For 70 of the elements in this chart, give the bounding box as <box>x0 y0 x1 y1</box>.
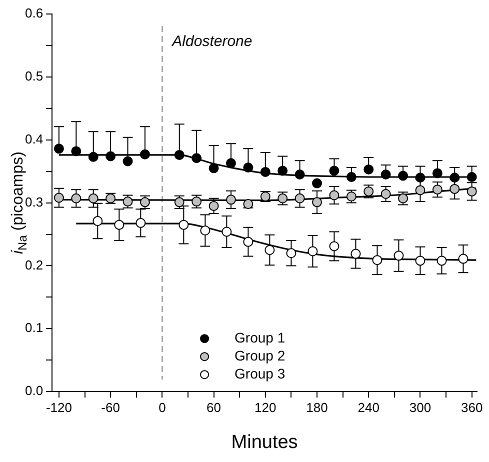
y-tick-label: 0.2 <box>24 257 44 272</box>
ref-line-label: Aldosterone <box>171 33 252 50</box>
x-tick-label: 120 <box>254 400 276 415</box>
point <box>394 250 404 261</box>
y-tick-label: 0.5 <box>24 68 44 84</box>
point <box>243 162 254 173</box>
point <box>174 150 184 160</box>
point <box>346 172 356 182</box>
point <box>278 166 288 176</box>
point <box>450 172 460 183</box>
point <box>294 169 305 180</box>
point <box>466 186 477 196</box>
point <box>329 241 340 252</box>
point <box>200 225 210 236</box>
point <box>329 190 340 200</box>
point <box>436 256 447 266</box>
point <box>415 172 426 183</box>
x-tick-label: 180 <box>306 400 328 415</box>
x-tick-label: -60 <box>101 400 120 415</box>
legend-label: Group 1 <box>234 329 286 346</box>
legend-label: Group 2 <box>234 347 286 364</box>
point <box>264 245 275 255</box>
point <box>286 248 296 258</box>
point <box>243 236 254 247</box>
point <box>208 163 219 174</box>
point <box>71 146 82 156</box>
point <box>136 218 146 228</box>
y-tick-label: 0.4 <box>24 131 44 146</box>
point <box>178 220 189 230</box>
x-tick-label: 240 <box>358 400 380 415</box>
point <box>398 170 408 181</box>
legend-label: Group 3 <box>234 365 286 382</box>
point <box>140 149 150 160</box>
y-tick-label: 0.6 <box>24 6 44 21</box>
point <box>92 216 103 226</box>
point <box>88 193 98 204</box>
point <box>226 158 236 168</box>
x-tick-label: 300 <box>409 400 432 415</box>
point <box>415 256 426 266</box>
point <box>372 255 382 266</box>
point <box>329 166 340 176</box>
point <box>380 169 391 180</box>
point <box>415 185 426 196</box>
x-tick-label: 60 <box>206 400 222 415</box>
point <box>122 156 133 166</box>
point <box>88 152 98 162</box>
point <box>71 193 82 204</box>
x-tick-label: 360 <box>460 400 483 415</box>
point <box>226 194 236 205</box>
point <box>294 193 305 204</box>
point <box>458 254 468 264</box>
point <box>312 197 322 208</box>
x-tick-label: 0 <box>158 400 166 415</box>
x-axis-title: Minutes <box>231 432 298 453</box>
point <box>192 153 202 164</box>
point <box>350 248 361 259</box>
point <box>308 246 318 256</box>
point <box>260 166 270 177</box>
point <box>114 220 124 230</box>
point <box>312 178 322 188</box>
point <box>432 168 442 178</box>
point <box>222 226 232 237</box>
y-tick-label: 0.0 <box>24 383 44 398</box>
point <box>466 172 477 182</box>
y-tick-label: 0.1 <box>24 320 44 336</box>
point <box>106 151 116 162</box>
x-tick-label: -120 <box>46 400 72 415</box>
y-tick-label: 0.3 <box>24 194 44 210</box>
point <box>450 184 460 194</box>
point <box>364 164 374 174</box>
